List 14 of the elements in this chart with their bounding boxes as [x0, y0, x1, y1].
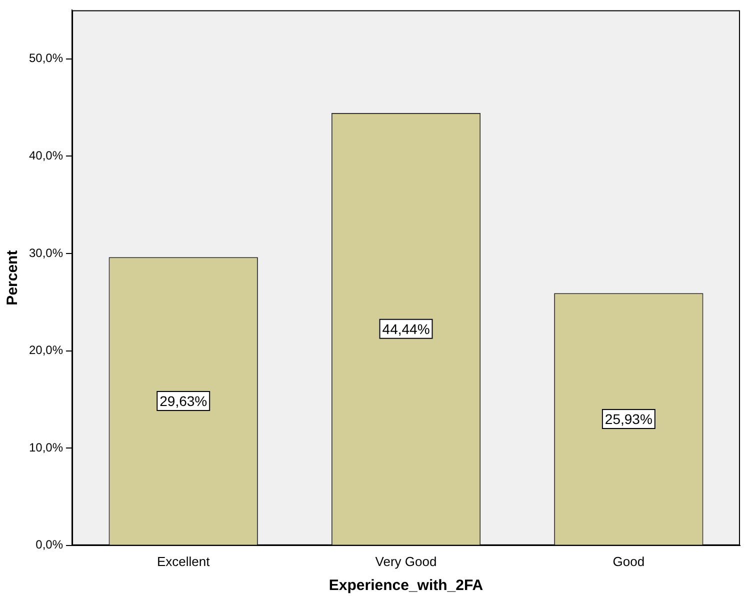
y-tick-label: 30,0%: [28, 246, 64, 260]
y-tick-label: 40,0%: [28, 148, 64, 162]
x-tick-label: Excellent: [156, 554, 210, 569]
x-tick-label: Very Good: [375, 554, 437, 569]
x-axis-title: Experience_with_2FA: [328, 577, 484, 594]
x-tick-label: Good: [612, 554, 645, 569]
y-tick-label: 20,0%: [28, 343, 64, 358]
y-tick-label: 10,0%: [28, 440, 64, 454]
data-label: 25,93%: [604, 410, 652, 427]
y-axis-title: Percent: [4, 250, 22, 306]
data-label: 44,44%: [382, 320, 430, 337]
y-tick-label: 50,0%: [28, 51, 64, 66]
data-label: 29,63%: [160, 392, 208, 409]
y-tick-label: 0,0%: [36, 538, 64, 552]
